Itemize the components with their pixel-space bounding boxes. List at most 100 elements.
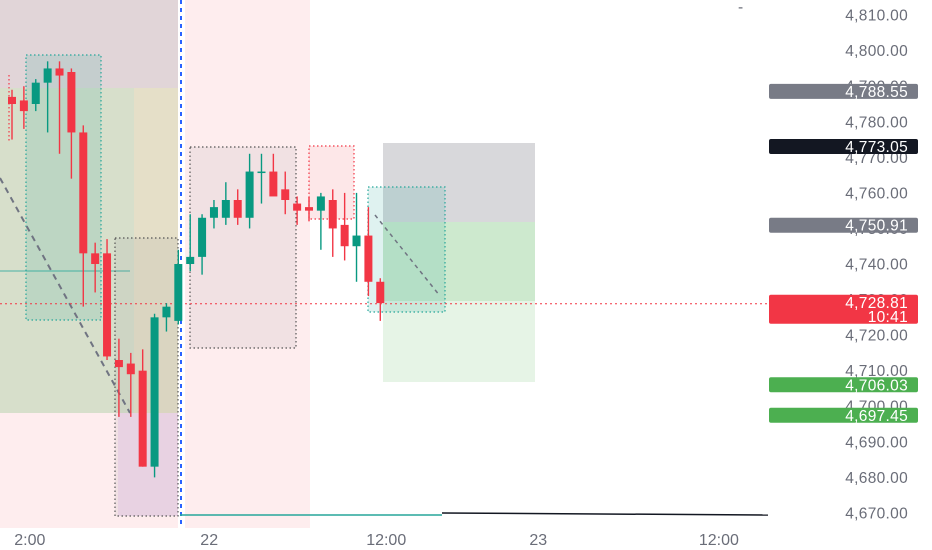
badge-price-label: 4,728.81 [845, 295, 908, 312]
dotted-box-3 [189, 146, 297, 349]
candle-body [8, 96, 16, 104]
price-tick-label: 4,690.00 [845, 434, 908, 451]
candle-body [233, 200, 242, 218]
stop-zone-right [383, 143, 535, 222]
candle-22 [269, 153, 278, 197]
candle-10 [126, 352, 135, 417]
badge-background [769, 407, 918, 423]
dashed-trend-line [0, 177, 131, 414]
candle-3 [43, 61, 52, 133]
candle-body [114, 360, 123, 368]
candle-body [19, 100, 28, 112]
price-tick-label: 4,770.00 [845, 150, 908, 167]
candle-27 [328, 189, 337, 257]
candle-body [305, 207, 313, 211]
time-tick-label: 23 [529, 532, 547, 549]
candle-body [269, 171, 278, 197]
candle-5 [67, 68, 76, 179]
badge-price-label: 4,750.91 [845, 218, 908, 235]
price-tick-label: 4,810.00 [845, 8, 908, 25]
candle-body [150, 317, 159, 467]
time-tick-label: 22 [200, 532, 218, 549]
candle-body [126, 363, 135, 375]
price-badge: 4,706.03 [769, 377, 918, 394]
candle-body [245, 171, 254, 218]
candle-body [257, 171, 266, 174]
pink-zone-bottom [118, 413, 178, 516]
price-tick-label: 4,720.00 [845, 328, 908, 345]
candle-body [138, 370, 147, 467]
candle-body [221, 200, 230, 218]
candle-body [376, 281, 385, 304]
time-tick-label: 2:00 [14, 532, 45, 549]
candle-24 [293, 196, 302, 225]
price-badge: 4,750.91 [769, 217, 918, 235]
time-tick-label: 12:00 [366, 532, 406, 549]
candle-body [174, 264, 183, 321]
candle-body [103, 253, 112, 357]
candle-body [364, 235, 373, 282]
candle-body [162, 306, 171, 318]
candle-14 [174, 249, 183, 325]
dotted-boxes [0, 0, 769, 528]
candle-body [198, 217, 207, 257]
candle-body [186, 256, 195, 264]
badge-price-label: 4,697.45 [845, 408, 908, 425]
price-tick-label: 4,780.00 [845, 114, 908, 131]
candle-body [31, 82, 40, 104]
dashed-trend-line-right [374, 214, 441, 297]
price-tick-label: 4,740.00 [845, 257, 908, 274]
candle-13 [162, 303, 171, 332]
candle-21 [257, 153, 266, 204]
candle-body [67, 72, 76, 133]
gray-zone-top-left [0, 0, 178, 88]
candle-28 [340, 192, 349, 261]
badge-price-label: 4,788.55 [845, 84, 908, 101]
candle-body [281, 189, 290, 200]
candle-25 [305, 196, 313, 222]
badge-price-label: 4,706.03 [845, 377, 908, 394]
price-badge: 4,788.55 [769, 83, 918, 101]
candle-body [43, 68, 52, 83]
session-zone-left [0, 0, 178, 528]
price-badge: 4,773.05 [769, 138, 918, 156]
candle-9 [114, 338, 123, 417]
candle-12 [150, 313, 159, 478]
price-tick-label: 4,760.00 [845, 185, 908, 202]
target-zone-right-lower [383, 301, 535, 382]
candle-body [328, 200, 337, 229]
candle-body [340, 224, 349, 247]
candle-6 [79, 125, 88, 307]
price-badges: 4,788.554,773.054,750.914,728.8110:414,7… [769, 83, 918, 425]
candle-11 [138, 349, 147, 467]
candle-body [209, 207, 218, 218]
time-axis[interactable]: 2:00 22 12:00 23 12:00 [14, 532, 739, 549]
badge-background [769, 83, 918, 99]
candle-body [352, 235, 361, 247]
badge-price-label: 4,773.05 [845, 139, 908, 156]
candle-15 [186, 214, 195, 272]
candle-23 [281, 171, 290, 215]
candle-2 [31, 79, 40, 112]
bottom-line-black [441, 512, 769, 516]
price-badge: 4,697.45 [769, 407, 918, 425]
badge-background [769, 294, 918, 324]
price-tick-label: 4,710.00 [845, 363, 908, 380]
candle-body [316, 196, 325, 211]
candle-body [293, 203, 302, 211]
candle-4 [55, 61, 64, 154]
candle-31 [376, 278, 385, 321]
badge-background [769, 217, 918, 233]
price-tick-label: 4,680.00 [845, 470, 908, 487]
time-tick-label: 12:00 [699, 532, 739, 549]
candle-16 [198, 214, 207, 275]
candle-17 [209, 200, 218, 229]
candle-8 [103, 239, 112, 360]
target-zone-right-upper [383, 222, 535, 301]
candle-body [91, 253, 100, 264]
candle-29 [352, 192, 361, 282]
candle-1 [19, 86, 28, 129]
